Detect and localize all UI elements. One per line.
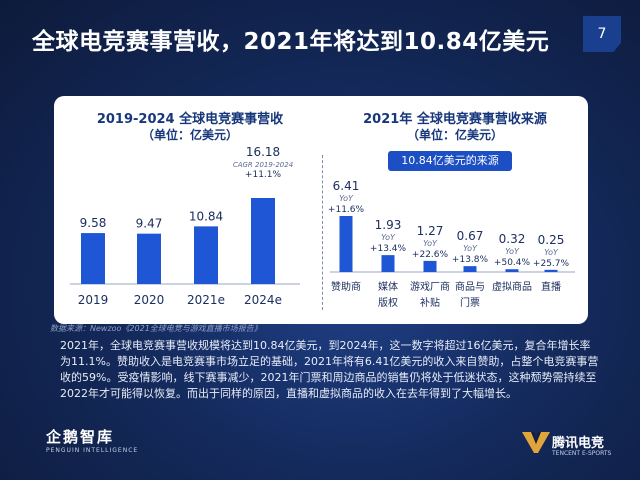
right-category-label-1-1: 赞助商 [331,280,361,293]
right-logo-tag: TENCENT E-SPORTS [552,450,612,457]
left-category-label-2021e: 2021e [187,293,225,307]
right-category-label-6-1: 直播 [541,280,561,293]
right-yoy-label-2: YoY [381,233,396,242]
left-bar-2020 [137,233,161,284]
right-value-label-5: 0.32 [499,232,526,246]
right-yoy-label-3: YoY [423,239,438,248]
right-category-label-5-1: 虚拟商品 [492,280,532,293]
left-logo-name: 企鹅智库 [46,428,115,446]
panel-divider [322,155,323,310]
right-value-label-4: 0.67 [457,229,484,243]
left-cagr-label: CAGR 2019-2024 [233,161,293,169]
right-yoy-value-6: +25.7% [533,259,570,269]
right-value-label-6: 0.25 [538,233,565,247]
right-yoy-label-1: YoY [339,194,354,203]
right-yoy-label-4: YoY [463,244,478,253]
right-category-label-2-1: 媒体 [378,281,398,293]
left-bar-2021e [194,226,218,284]
total-callout-badge: 10.84亿美元的来源 [388,151,512,171]
left-bar-2024e [251,198,275,284]
right-value-label-1: 6.41 [333,179,360,193]
left-logo-tag: PENGUIN INTELLIGENCE [46,447,139,454]
right-value-label-2: 1.93 [375,218,402,232]
left-cagr-value: +11.1% [245,170,282,180]
right-chart-title: 2021年 全球电竞赛事营收来源 [363,112,547,127]
right-yoy-value-2: +13.4% [370,244,407,254]
right-yoy-value-4: +13.8% [452,255,489,265]
right-category-label-4-1: 商品与 [455,280,485,293]
right-bar-1 [339,216,353,272]
left-chart-subtitle: （单位：亿美元） [141,128,238,142]
chart-panel [54,96,588,324]
data-source: 数据来源：Newzoo《2021全球电竞与游戏直播市场报告》 [50,324,262,333]
penguin-intelligence-logo: 企鹅智库 PENGUIN INTELLIGENCE [46,426,146,462]
tencent-esports-logo: 腾讯电竞 TENCENT E-SPORTS [522,430,632,464]
right-chart-subtitle: （单位：亿美元） [406,128,503,142]
right-yoy-label-5: YoY [505,247,520,256]
page-number-badge: 7 [583,16,621,52]
right-bar-3 [423,260,437,272]
left-value-label-2019: 9.58 [80,216,107,230]
tencent-esports-mark-icon [522,432,550,453]
right-bar-2 [381,255,395,272]
left-value-label-2020: 9.47 [136,217,163,231]
left-chart-title: 2019-2024 全球电竞赛事营收 [96,112,284,127]
right-category-label-3-2: 补贴 [420,296,440,309]
right-yoy-label-6: YoY [544,248,559,257]
left-category-label-2019: 2019 [78,293,109,307]
left-category-label-2024e: 2024e [244,293,282,307]
left-value-label-2024e: 16.18 [246,145,280,159]
right-category-label-2-2: 版权 [378,296,398,309]
right-value-label-3: 1.27 [417,224,444,238]
right-yoy-value-3: +22.6% [412,250,449,260]
body-paragraph: 2021年，全球电竞赛事营收规模将达到10.84亿美元，到2024年，这一数字将… [60,339,599,400]
right-yoy-value-1: +11.6% [328,205,365,215]
page-title: 全球电竞赛事营收，2021年将达到10.84亿美元 [32,29,550,55]
right-category-label-3-1: 游戏厂商 [410,280,450,293]
right-logo-name: 腾讯电竞 [552,436,605,451]
left-value-label-2021e: 10.84 [189,209,223,223]
right-yoy-value-5: +50.4% [494,258,531,268]
left-bar-2019 [81,233,105,284]
right-category-label-4-2: 门票 [460,296,480,309]
right-bar-5 [505,269,519,272]
right-bar-4 [463,266,477,272]
left-category-label-2020: 2020 [134,293,165,307]
right-bar-6 [544,269,558,272]
